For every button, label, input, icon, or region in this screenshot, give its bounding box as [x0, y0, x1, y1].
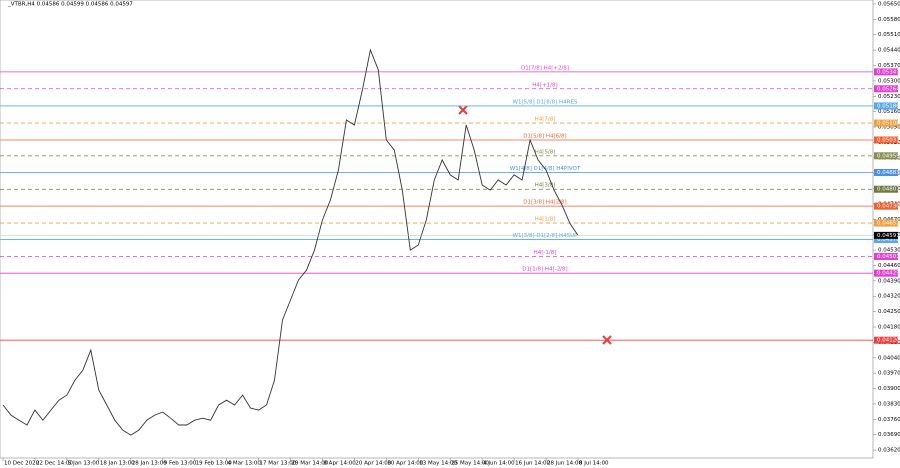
level-label: H4[-1/8]: [534, 250, 557, 256]
level-label: H4[3/8]: [535, 183, 556, 189]
price-tag: [874, 119, 898, 127]
price-tag-label: 0.04883: [877, 170, 900, 176]
level-label: W1[3/8] D1[2/8] H4SUP: [513, 233, 579, 239]
price-tag: [874, 252, 898, 260]
price-tag-label: 0.05108: [877, 121, 900, 127]
x-tick-label: 13 May 14:00: [419, 461, 457, 467]
y-tick-label: 0.05510: [878, 32, 900, 38]
level-label: H4[7/8]: [535, 117, 556, 123]
price-tag: [874, 136, 898, 144]
level-label: H4[1/8]: [535, 217, 556, 223]
y-tick-label: 0.03970: [878, 371, 900, 377]
level-label: W1[5/8] D1[8/8] H4RES: [513, 99, 578, 105]
y-tick-label: 0.03690: [878, 432, 900, 438]
price-tag-label: 0.04807: [877, 187, 900, 193]
y-tick-label: 0.03760: [878, 417, 900, 423]
price-tag-label: 0.05186: [877, 103, 900, 109]
y-tick-label: 0.04180: [878, 325, 900, 331]
price-tag-label: 0.05031: [877, 137, 900, 143]
price-tag: [874, 152, 898, 160]
level-label: D1[5/8] H4[6/8]: [523, 133, 566, 139]
y-tick-label: 0.05090: [878, 125, 900, 131]
y-tick-label: 0.03830: [878, 401, 900, 407]
x-tick-label: 9 Feb 13:00: [164, 461, 197, 467]
chart-title: _VTBR,H4 0.04586 0.04599 0.04586 0.04597: [7, 2, 133, 8]
x-tick-label: 19 Feb 13:00: [196, 461, 233, 467]
price-tag: [874, 68, 898, 76]
y-tick-label: 0.05650: [878, 1, 900, 7]
price-line: [2, 48, 579, 436]
x-tick-label: 18 Jan 13:00: [100, 461, 135, 467]
y-tick-label: 0.04530: [878, 248, 900, 254]
level-label: H4[5/8]: [535, 149, 556, 155]
x-tick-label: 4 Mar 13:00: [228, 461, 262, 467]
price-tag: [874, 219, 898, 227]
x-tick-label: 17 Mar 13:00: [260, 461, 297, 467]
y-tick-label: 0.05440: [878, 48, 900, 54]
y-tick-label: 0.03900: [878, 386, 900, 392]
price-tag: [874, 102, 898, 110]
x-tick-label: 28 Jun 14:00: [547, 461, 582, 467]
price-tag-label: 0.04959: [877, 153, 900, 159]
y-tick-label: 0.04320: [878, 294, 900, 300]
price-tag: [874, 236, 898, 244]
y-tick-label: 0.03620: [878, 448, 900, 454]
price-tag-label: 0.04501: [877, 254, 900, 260]
y-tick-label: 0.05160: [878, 109, 900, 115]
price-tag-label: 0.05341: [877, 69, 900, 75]
price-tag: [874, 169, 898, 177]
x-tick-label: 8 Jul 14:00: [579, 461, 609, 467]
price-tag-label: 0.04578: [877, 237, 900, 243]
y-tick-label: 0.05230: [878, 94, 900, 100]
x-tick-label: 10 Dec 2020: [4, 461, 40, 467]
y-tick-label: 0.04040: [878, 355, 900, 361]
price-tag-label: 0.05264: [877, 86, 900, 92]
level-label: D1[7/8] H4[+2/8]: [521, 65, 569, 71]
x-tick-label: 5 Jan 13:00: [68, 461, 100, 467]
price-tag: [874, 269, 898, 277]
price-tag: [874, 336, 898, 344]
x-tick-label: 8 Apr 14:00: [323, 461, 356, 467]
price-tag-label: 0.04730: [877, 204, 900, 210]
level-label: D1[1/8] H4[-2/8]: [522, 267, 567, 273]
x-tick-label: 28 Jan 13:00: [132, 461, 167, 467]
x-tick-label: 4 Jun 14:00: [483, 461, 515, 467]
price-tag: [874, 202, 898, 210]
x-tick-label: 20 Apr 14:00: [355, 461, 391, 467]
x-tick-label: 29 Mar 14:00: [292, 461, 329, 467]
plot-frame: [0, 0, 874, 459]
level-label: H4[+1/8]: [532, 82, 557, 88]
last-price-label: 0.04597: [877, 233, 900, 239]
y-tick-label: 0.05370: [878, 63, 900, 69]
y-tick-label: 0.04390: [878, 278, 900, 284]
price-tag: [874, 85, 898, 93]
level-label: D1[3/8] H4[2/8]: [523, 200, 566, 206]
price-tag-label: 0.04653: [877, 221, 900, 227]
y-tick-label: 0.04250: [878, 309, 900, 315]
price-tag: [874, 185, 898, 193]
y-tick-label: 0.05300: [878, 78, 900, 84]
y-tick-label: 0.05580: [878, 17, 900, 23]
x-tick-label: 30 Apr 14:00: [387, 461, 423, 467]
x-tick-label: 16 Jun 14:00: [515, 461, 550, 467]
price-tag-label: 0.04120: [877, 338, 900, 344]
x-tick-label: 25 May 14:00: [451, 461, 489, 467]
last-price-tag: [874, 231, 898, 239]
y-tick-label: 0.04460: [878, 263, 900, 269]
price-tag-label: 0.04425: [877, 271, 900, 277]
x-tick-label: 22 Dec 14:00: [36, 461, 73, 467]
